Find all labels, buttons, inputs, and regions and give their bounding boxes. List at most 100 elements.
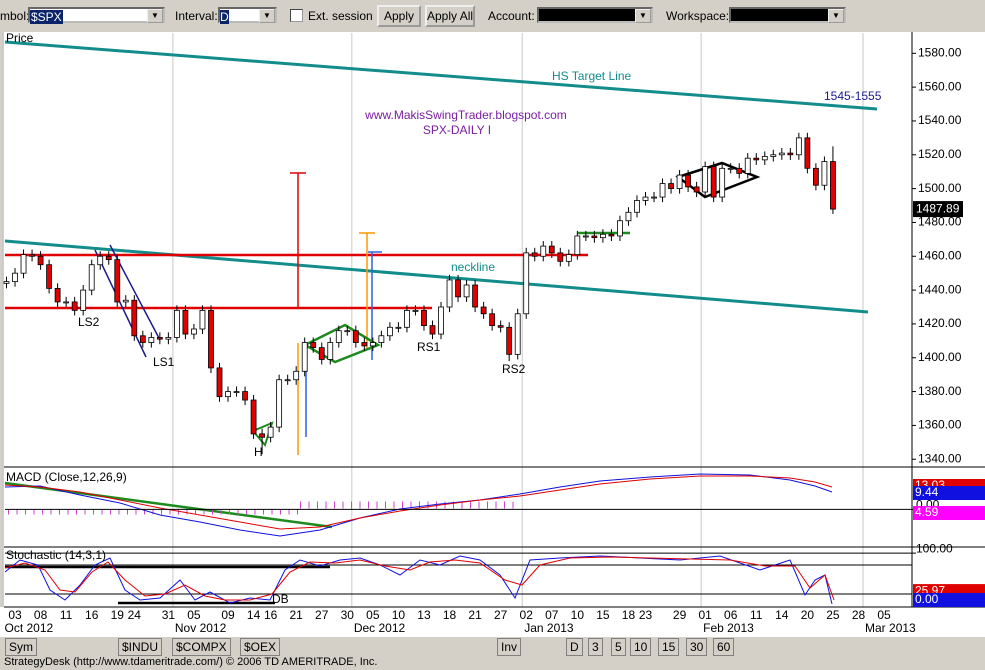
candle-body <box>804 137 811 169</box>
candle-body <box>225 391 231 398</box>
candle-body <box>131 299 138 337</box>
candle-body <box>744 157 751 174</box>
interval-tab[interactable]: 3 <box>588 638 603 656</box>
interval-label: Interval: <box>175 9 218 23</box>
candle-body <box>523 252 530 315</box>
y-tick-label: 1400.00 <box>918 350 962 364</box>
symbol-value: $SPX <box>30 10 63 24</box>
candle-body <box>182 309 189 335</box>
symbol-tab[interactable]: $COMPX <box>172 638 231 656</box>
x-tick-label: 11 <box>60 608 73 622</box>
signal-line <box>4 475 833 530</box>
symbol-tab[interactable]: $INDU <box>118 638 163 656</box>
last-price-tag <box>913 201 963 218</box>
candle-body <box>310 342 317 349</box>
workspace-label: Workspace: <box>666 9 730 23</box>
readout-box <box>913 593 985 607</box>
dropdown-arrow[interactable]: ▼ <box>828 9 844 23</box>
interval-tab[interactable]: 15 <box>658 638 680 656</box>
candle-body <box>54 288 61 303</box>
candle-body <box>489 313 496 327</box>
candle-body <box>37 255 44 266</box>
candle-body <box>778 152 785 156</box>
symbol-tab-active[interactable]: Sym <box>5 638 37 656</box>
x-tick-label: 14 <box>775 608 789 622</box>
ext-session-checkbox[interactable] <box>290 9 303 22</box>
interval-tab[interactable]: 5 <box>611 638 626 656</box>
candle-body <box>173 309 180 338</box>
dropdown-arrow[interactable]: ▼ <box>635 9 651 23</box>
panel-title: Stochastic (14,3,1) <box>6 548 106 562</box>
status-bar: StrategyDesk (http://www.tdameritrade.co… <box>4 656 378 668</box>
x-tick-label: 13 <box>417 608 431 622</box>
candle-body <box>506 326 513 355</box>
candle-body <box>386 326 393 337</box>
x-tick-label: 02 <box>520 608 534 622</box>
candle-body <box>139 335 146 343</box>
interval-select[interactable]: D ▼ <box>218 7 277 24</box>
x-tick-label: 27 <box>315 608 329 622</box>
y-tick-label: 1460.00 <box>918 248 962 262</box>
candle-body <box>105 255 112 261</box>
annotation: HS Target Line <box>552 69 631 83</box>
x-tick-label: 21 <box>468 608 482 622</box>
month-label: Feb 2013 <box>703 621 754 635</box>
candle-body <box>693 186 700 193</box>
hs-target-line <box>4 40 878 111</box>
candle-body <box>548 245 555 254</box>
interval-tab[interactable]: 10 <box>630 638 652 656</box>
candle-body <box>233 391 240 393</box>
symbol-input[interactable]: $SPX ▼ <box>28 7 165 24</box>
candle-body <box>114 259 121 303</box>
symbol-tab[interactable]: $OEX <box>240 638 281 656</box>
y-tick-label: 1540.00 <box>918 113 962 127</box>
candle-body <box>63 301 70 304</box>
candle-body <box>412 309 419 312</box>
x-tick-label: 31 <box>162 608 176 622</box>
symbol-label: mbol: <box>0 9 30 23</box>
y-tick-label: 1420.00 <box>918 316 962 330</box>
candle-body <box>446 279 453 308</box>
x-tick-label: 18 <box>443 608 457 622</box>
plot-background <box>4 32 912 607</box>
annotation: DB <box>272 592 289 606</box>
apply-button[interactable]: Apply <box>377 5 421 27</box>
account-label: Account: <box>488 9 535 23</box>
candle-body <box>276 379 283 428</box>
y-tick-label: 1380.00 <box>918 384 962 398</box>
inv-tab[interactable]: Inv <box>497 638 522 656</box>
month-label: Jan 2013 <box>524 621 574 635</box>
x-tick-label: 09 <box>221 608 235 622</box>
candle-body <box>259 433 266 438</box>
candle-body <box>191 328 197 335</box>
interval-tab[interactable]: D <box>566 638 583 656</box>
y-tick-label: 1360.00 <box>918 418 962 432</box>
interval-tab[interactable]: 60 <box>713 638 735 656</box>
dropdown-arrow[interactable]: ▼ <box>259 9 275 23</box>
workspace-select[interactable]: ▼ <box>729 7 846 23</box>
dropdown-arrow[interactable]: ▼ <box>147 9 163 23</box>
candle-body <box>369 342 376 347</box>
readout-label: 4.59 <box>915 505 939 519</box>
last-price-label: 1487.89 <box>916 201 960 215</box>
candle-body <box>335 330 342 343</box>
candle-body <box>208 309 214 369</box>
candle-body <box>710 166 717 198</box>
x-tick-label: 30 <box>341 608 355 622</box>
account-select[interactable]: ▼ <box>537 7 653 23</box>
candle-body <box>429 325 436 335</box>
candle-body <box>301 342 308 372</box>
candle-body <box>582 235 589 238</box>
candle-body <box>378 335 385 343</box>
candle-body <box>97 255 104 266</box>
apply-all-button[interactable]: Apply All <box>425 5 475 27</box>
candle-body <box>821 161 828 186</box>
target-measure <box>359 232 375 350</box>
interval-tab[interactable]: 30 <box>686 638 708 656</box>
candle-body <box>88 264 95 291</box>
neckline-line <box>4 239 869 314</box>
annotation: LS1 <box>153 355 175 369</box>
y-tick-label: 1480.00 <box>918 215 962 229</box>
candle-body <box>497 325 504 328</box>
